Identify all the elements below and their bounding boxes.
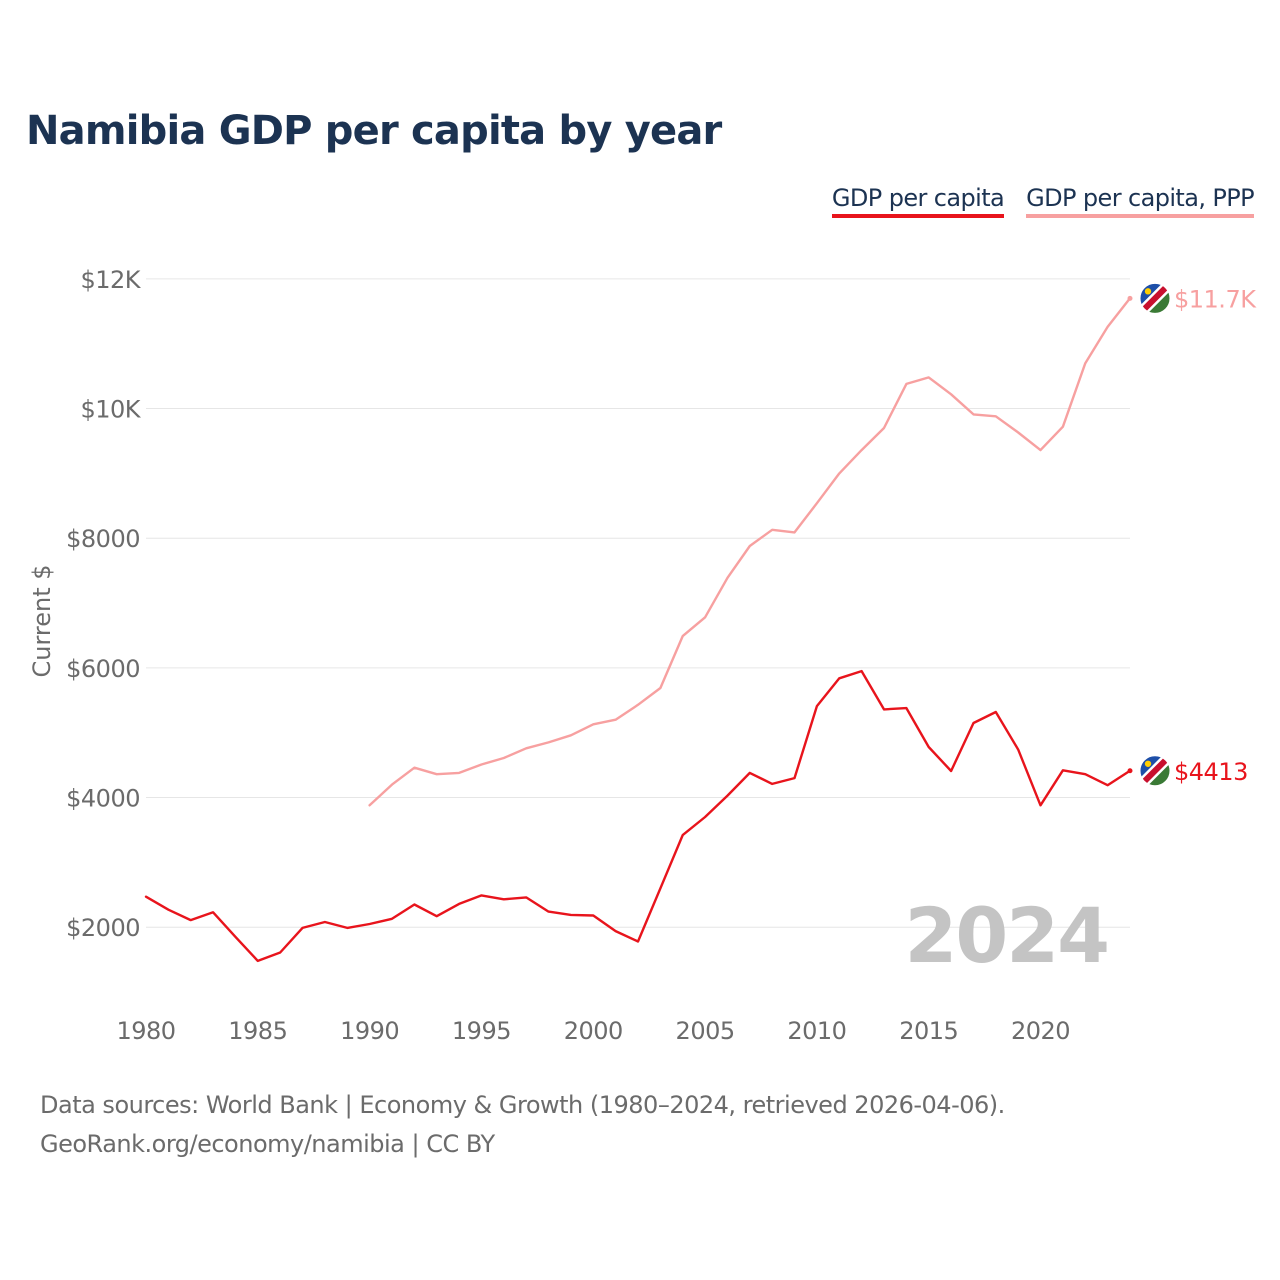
y-tick-label: $4000 [66,785,140,813]
chart-title: Namibia GDP per capita by year [26,108,722,154]
namibia-flag-icon [1137,753,1173,789]
legend-gdp-per-capita[interactable]: GDP per capita [831,184,1005,218]
series-end-label: $4413 [1174,758,1248,786]
series-end-markers: $11.7K $4413 [1127,280,1258,789]
x-tick-label: 2005 [676,1017,735,1045]
series-lines [144,297,1132,963]
footer: Data sources: World Bank | Economy & Gro… [40,1086,1005,1164]
data-sources-text: Data sources: World Bank | Economy & Gro… [40,1091,1005,1119]
y-tick-label: $12K [80,266,141,294]
namibia-flag-icon [1137,280,1173,316]
grid-lines [146,278,1130,928]
x-axis-ticks: 1980 1985 1990 1995 2000 2005 2010 2015 2020 [116,1017,1070,1045]
x-tick-label: 1985 [228,1017,287,1045]
y-tick-label: $10K [80,396,141,424]
credit-text: GeoRank.org/economy/namibia | CC BY [40,1130,495,1158]
line-chart: $2000 $4000 $6000 $8000 $10K $12K 1980 1985 199… [28,266,1258,1045]
x-tick-label: 1980 [116,1017,175,1045]
x-tick-label: 1990 [340,1017,399,1045]
x-tick-label: 2015 [899,1017,958,1045]
x-tick-label: 1995 [452,1017,511,1045]
x-tick-label: 2020 [1011,1017,1070,1045]
series-end-point [1127,295,1133,301]
legend: GDP per capita GDP per capita, PPP [831,184,1255,218]
series-line-1 [368,297,1132,807]
series-line-0 [144,669,1132,963]
y-axis-ticks: $2000 $4000 $6000 $8000 $10K $12K [66,266,142,942]
y-axis-label: Current $ [28,564,56,677]
x-tick-label: 2010 [787,1017,846,1045]
legend-gdp-per-capita-ppp[interactable]: GDP per capita, PPP [1026,184,1255,218]
x-tick-label: 2000 [564,1017,623,1045]
year-watermark: 2024 [904,891,1108,980]
y-tick-label: $6000 [66,655,140,683]
series-end-point [1127,768,1133,774]
series-end-label: $11.7K [1174,285,1257,313]
y-tick-label: $8000 [66,525,140,553]
y-tick-label: $2000 [66,914,140,942]
